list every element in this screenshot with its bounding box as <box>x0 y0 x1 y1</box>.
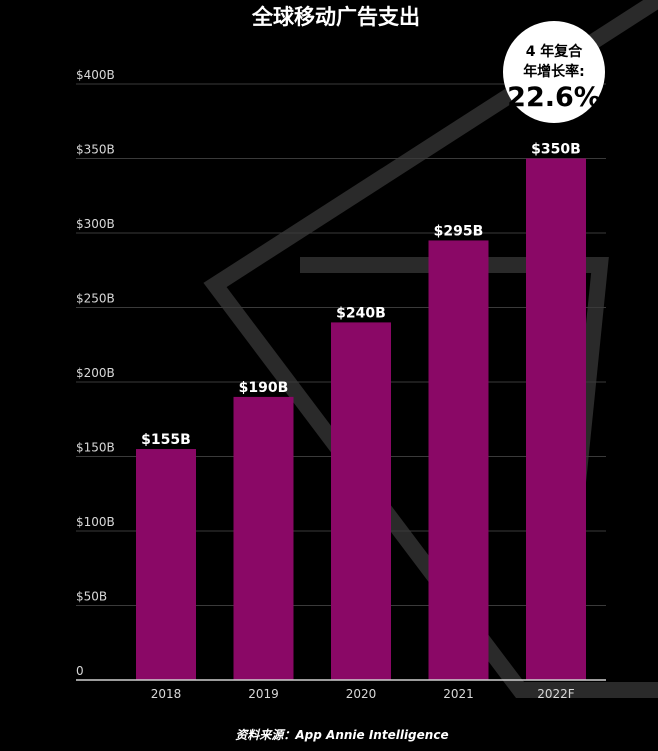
bar-value-label: $295B <box>434 223 484 239</box>
y-tick-label: $300B <box>76 217 115 231</box>
bar <box>428 240 489 680</box>
bar <box>526 158 586 680</box>
y-tick-label: $150B <box>76 441 115 455</box>
bar-value-label: $155B <box>141 432 191 448</box>
y-axis-tick-labels: 0 $50B $100B $150B $200B $250B $300B $350B $400B <box>76 68 115 678</box>
y-tick-label: $350B <box>76 143 115 157</box>
x-tick-label: 2020 <box>346 687 377 701</box>
chart-title: 全球移动广告支出 <box>251 5 420 29</box>
y-tick-label: 0 <box>76 664 84 678</box>
y-tick-label: $250B <box>76 292 115 306</box>
bar-value-label: $240B <box>336 305 386 321</box>
cagr-badge-value: 22.6% <box>507 82 601 113</box>
x-tick-label: 2022F <box>537 687 575 701</box>
x-axis-tick-labels: 2018 2019 2020 2021 2022F <box>151 687 575 701</box>
bar <box>233 396 294 680</box>
y-tick-label: $400B <box>76 68 115 82</box>
cagr-badge-circle <box>503 21 605 123</box>
x-tick-label: 2021 <box>443 687 474 701</box>
y-tick-label: $100B <box>76 515 115 529</box>
cagr-badge: 4 年复合 年增长率: 22.6% <box>503 21 605 123</box>
source-note: 资料来源：App Annie Intelligence <box>235 728 448 742</box>
y-tick-label: $50B <box>76 590 107 604</box>
bar <box>331 322 391 680</box>
x-tick-label: 2019 <box>248 687 279 701</box>
bars <box>136 158 586 680</box>
y-tick-label: $200B <box>76 366 115 380</box>
cagr-badge-line2: 年增长率: <box>523 63 585 80</box>
bar <box>136 449 196 680</box>
x-tick-label: 2018 <box>151 687 182 701</box>
bar-value-label: $190B <box>239 380 289 396</box>
cagr-badge-line1: 4 年复合 <box>526 43 584 60</box>
bar-value-labels: $155B $190B $240B $295B $350B <box>141 142 581 449</box>
bar-value-label: $350B <box>531 142 581 158</box>
